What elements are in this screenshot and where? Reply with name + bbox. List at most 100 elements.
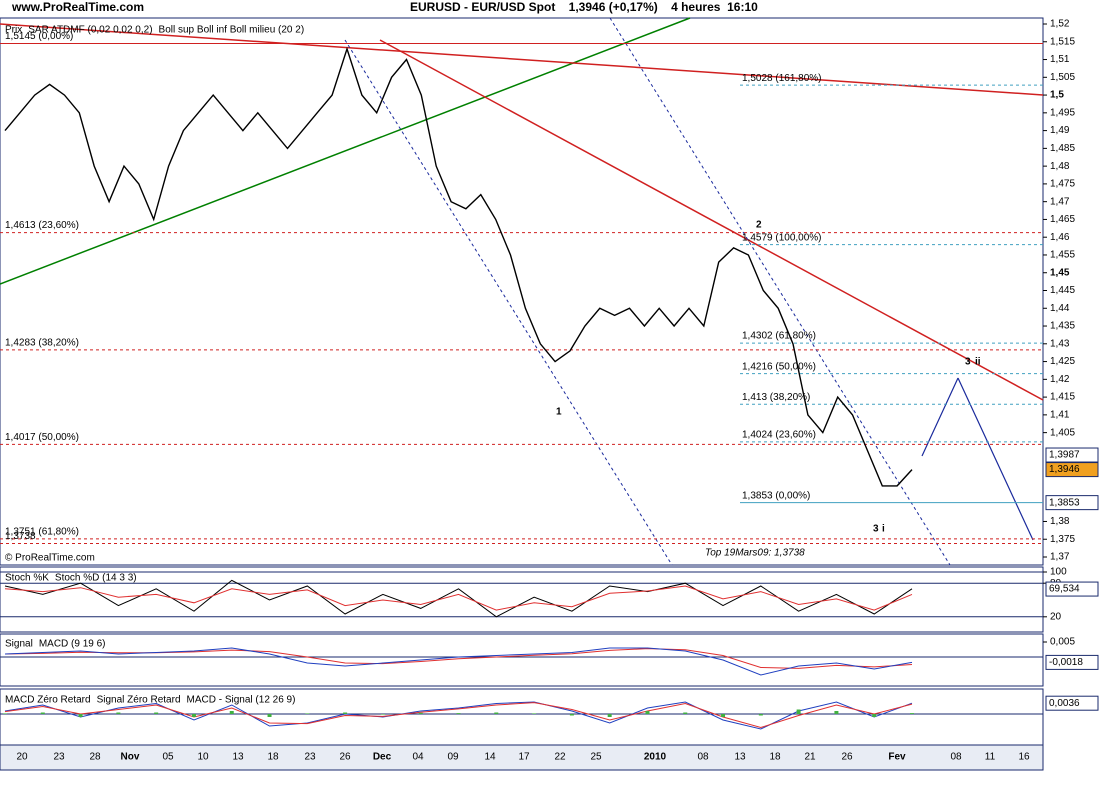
y-tick-label: 1,405: [1050, 427, 1075, 438]
value-tag-label: -0,0018: [1049, 657, 1083, 668]
legend-entry: MACD (9 19 6): [39, 639, 106, 650]
site: www.ProRealTime.com: [11, 0, 144, 14]
x-tick-label: 2010: [644, 752, 667, 763]
legend-entry: Prix: [5, 25, 22, 36]
y-tick-label: 1,375: [1050, 534, 1075, 545]
histogram-bar: [229, 711, 234, 714]
histogram-bar: [418, 712, 423, 714]
y-tick-label: 1,455: [1050, 250, 1075, 261]
annotation: Top 19Mars09: 1,3738: [705, 548, 805, 559]
histogram-bar: [683, 712, 688, 714]
retracement-label: 1,5028 (161,80%): [742, 73, 822, 84]
series-line: [4, 46, 913, 487]
x-tick-label: 09: [447, 752, 459, 763]
retracement-label: 1,4302 (61,80%): [742, 331, 816, 342]
y-tick-label: 1,43: [1050, 338, 1070, 349]
histogram-bar: [456, 713, 461, 714]
x-tick-label: 10: [197, 752, 209, 763]
retracement-label: 1,4579 (100,00%): [742, 232, 822, 243]
y-tick-label: 1,445: [1050, 285, 1075, 296]
value-tag: [1045, 695, 1099, 711]
fib-label: 1,4613 (23,60%): [5, 220, 79, 231]
fib-label: 1,4017 (50,00%): [5, 432, 79, 443]
value-tag: [1045, 447, 1099, 463]
annotation: 2: [756, 220, 762, 231]
fib-label: 1,5145 (0,00%): [5, 31, 73, 42]
value-tag-label: 0,0036: [1049, 698, 1080, 709]
value-tag: [1045, 654, 1099, 670]
histogram-bar: [3, 713, 7, 714]
value-tag-label: 69,534: [1049, 584, 1080, 595]
x-tick-label: 14: [484, 752, 496, 763]
y-tick-label: 1,41: [1050, 410, 1070, 421]
x-tick-label: Fev: [888, 752, 906, 763]
y-tick-label: 1,475: [1050, 179, 1075, 190]
y-tick-label: 1,425: [1050, 356, 1075, 367]
retracement-label: 1,413 (38,20%): [742, 392, 810, 403]
annotation: 1: [556, 407, 562, 418]
y-tick-label: 1,505: [1050, 72, 1075, 83]
fib-label: 1,3751 (61,80%): [5, 527, 79, 538]
x-tick-label: 26: [841, 752, 853, 763]
value-tag-label: 1,3987: [1049, 450, 1080, 461]
histogram-bar: [154, 712, 159, 714]
histogram-bar: [910, 713, 914, 714]
stoch-panel: [0, 566, 1044, 633]
annotation: 3: [873, 524, 879, 535]
title: EURUSD - EUR/USD Spot 1,3946 (+0,17%) 4 …: [410, 0, 758, 14]
fib-label: 1,4283 (38,20%): [5, 337, 79, 348]
histogram-bar: [40, 712, 45, 714]
y-tick-label: 1,44: [1050, 303, 1070, 314]
main-panel: [0, 17, 1044, 566]
y-tick-label: 1,42: [1050, 374, 1070, 385]
trendlines: [0, 17, 1044, 566]
histogram-bar: [191, 714, 196, 717]
y-tick-label: 1,38: [1050, 516, 1070, 527]
retracement-label: 1,4216 (50,00%): [742, 361, 816, 372]
y-tick-label: 1,46: [1050, 232, 1070, 243]
value-tag: [1045, 581, 1099, 597]
y-tick-label: 1,435: [1050, 321, 1075, 332]
macd-zr-panel: [0, 688, 1044, 746]
histogram-bar: [569, 714, 574, 716]
legend-entry: SAR ATDMF (0,02 0,02 0,2): [28, 25, 152, 36]
series-line: [4, 702, 913, 729]
y-tick-label: 1,45: [1050, 267, 1070, 278]
x-tick-label: 13: [232, 752, 244, 763]
x-tick-label: 17: [518, 752, 530, 763]
histogram-bar: [267, 714, 272, 717]
legend-entry: Boll sup Boll inf Boll milieu (20 2): [159, 25, 305, 36]
annotation: i: [882, 524, 885, 535]
series-line: [4, 579, 913, 618]
histogram-bar: [380, 714, 385, 715]
y-tick-label: 20: [1050, 611, 1062, 622]
histogram-bar: [645, 711, 650, 714]
y-tick-label: 1,5: [1050, 90, 1064, 101]
histogram-bar: [532, 713, 537, 714]
y-tick-label: 1,48: [1050, 161, 1070, 172]
legend-entry: MACD - Signal (12 26 9): [187, 695, 296, 706]
annotation: 3: [965, 357, 971, 368]
histogram-bar: [872, 714, 877, 717]
series-line: [4, 647, 913, 676]
histogram-bar: [721, 714, 726, 717]
x-tick-label: Nov: [121, 752, 140, 763]
legend-entry: MACD Zéro Retard: [5, 695, 91, 706]
legend-entry: Signal Zéro Retard: [97, 695, 181, 706]
x-tick-label: 18: [769, 752, 781, 763]
value-tag: [1045, 495, 1099, 511]
x-tick-label: 22: [554, 752, 566, 763]
legend-entry: Signal: [5, 639, 33, 650]
y-tick-label: 100: [1050, 567, 1067, 578]
x-tick-label: 18: [267, 752, 279, 763]
y-tick-label: 1,49: [1050, 125, 1070, 136]
value-tag: [1045, 462, 1099, 478]
legend-entry: Stoch %K: [5, 573, 49, 584]
x-tick-label: 25: [590, 752, 602, 763]
histogram-bar: [116, 712, 121, 714]
x-tick-label: 28: [89, 752, 101, 763]
time-axis: [0, 744, 1044, 771]
y-tick-label: 1,415: [1050, 392, 1075, 403]
histogram-bar: [607, 714, 612, 717]
x-tick-label: 08: [950, 752, 962, 763]
